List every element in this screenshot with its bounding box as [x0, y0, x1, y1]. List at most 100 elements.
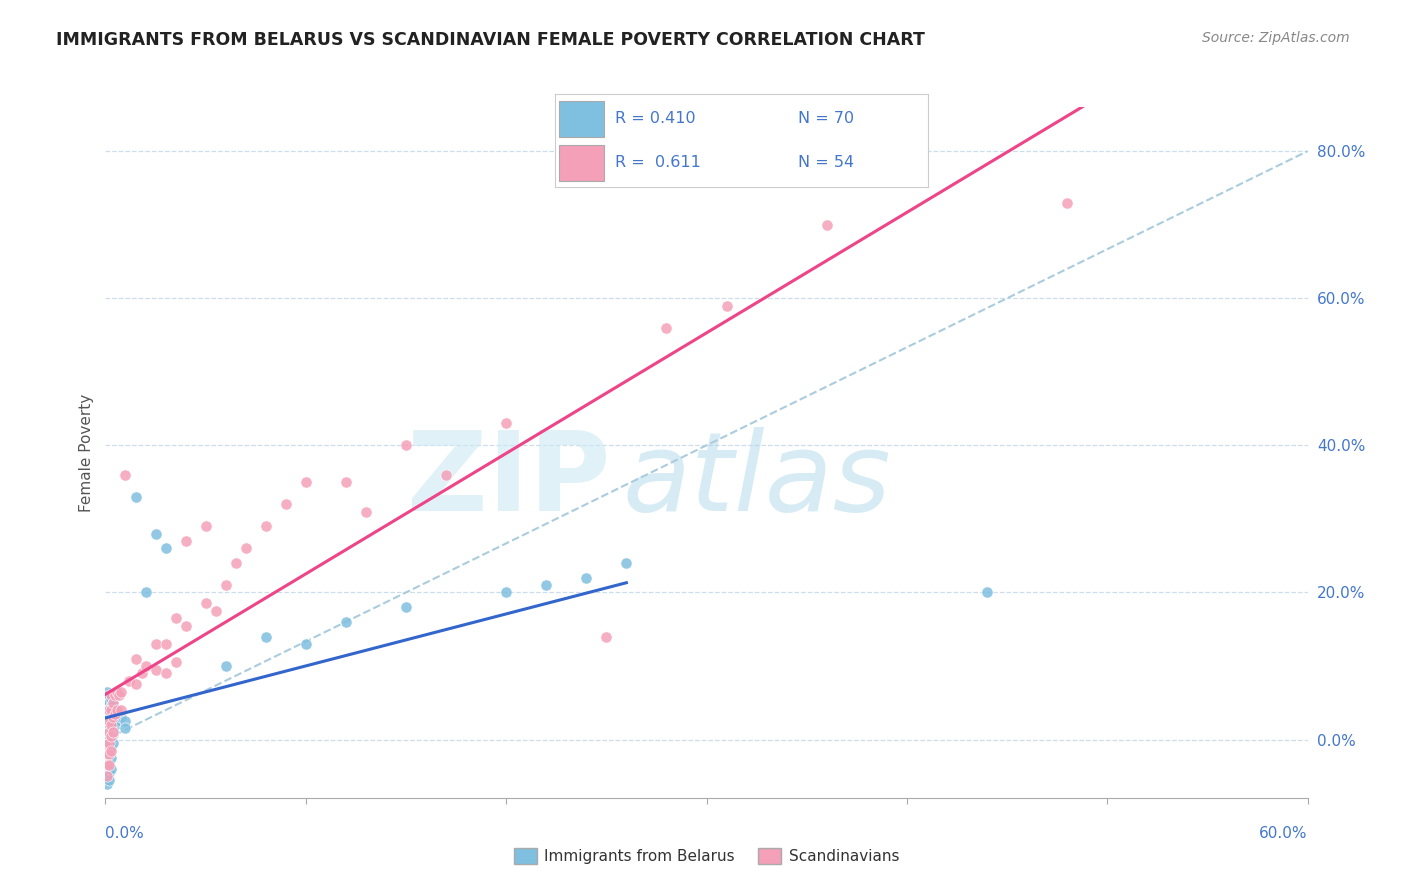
Point — [395, 438, 418, 452]
Point — [108, 689, 131, 703]
Point — [595, 630, 617, 644]
Point — [103, 726, 125, 740]
Point — [118, 673, 141, 688]
Point — [96, 758, 118, 772]
Point — [98, 701, 121, 715]
Point — [98, 712, 121, 726]
Point — [96, 739, 118, 754]
Point — [96, 769, 118, 783]
Text: ZIP: ZIP — [406, 427, 610, 533]
Point — [165, 655, 187, 669]
Point — [96, 719, 118, 733]
Point — [98, 714, 121, 728]
Point — [98, 751, 121, 765]
Point — [98, 758, 121, 772]
Point — [96, 709, 118, 723]
Text: 60.0%: 60.0% — [1260, 827, 1308, 841]
Point — [98, 758, 121, 772]
Point — [135, 585, 157, 599]
Point — [254, 519, 277, 533]
Point — [104, 703, 127, 717]
Point — [98, 725, 121, 739]
Point — [107, 684, 129, 698]
Point — [225, 556, 247, 570]
Text: Source: ZipAtlas.com: Source: ZipAtlas.com — [1202, 31, 1350, 45]
Point — [98, 736, 121, 750]
Point — [98, 716, 121, 731]
Text: R =  0.611: R = 0.611 — [614, 155, 700, 170]
Point — [174, 533, 197, 548]
Point — [145, 526, 167, 541]
Point — [815, 218, 838, 232]
Point — [103, 719, 125, 733]
Point — [103, 710, 125, 724]
Point — [110, 710, 132, 724]
Point — [100, 751, 122, 765]
Point — [124, 651, 146, 665]
Point — [100, 703, 122, 717]
Point — [103, 736, 125, 750]
Point — [395, 600, 418, 615]
Point — [96, 747, 118, 762]
Point — [716, 299, 738, 313]
Point — [434, 467, 457, 482]
Point — [98, 721, 121, 735]
Point — [204, 604, 226, 618]
Point — [100, 739, 122, 754]
Point — [96, 777, 118, 791]
Point — [155, 666, 177, 681]
Point — [335, 475, 357, 489]
Point — [100, 743, 122, 757]
Point — [274, 497, 297, 511]
Point — [98, 689, 121, 703]
Point — [98, 725, 121, 739]
Point — [174, 618, 197, 632]
Point — [110, 684, 132, 698]
Point — [155, 541, 177, 556]
Point — [104, 706, 127, 721]
Point — [655, 320, 678, 334]
Point — [194, 597, 217, 611]
Point — [575, 571, 598, 585]
Point — [96, 728, 118, 742]
Point — [145, 637, 167, 651]
Point — [534, 578, 557, 592]
Point — [100, 722, 122, 736]
Point — [96, 747, 118, 762]
Point — [124, 677, 146, 691]
Y-axis label: Female Poverty: Female Poverty — [79, 393, 94, 512]
Point — [98, 706, 121, 721]
Point — [495, 417, 517, 431]
Text: N = 70: N = 70 — [797, 112, 853, 127]
Point — [295, 637, 318, 651]
Point — [103, 697, 125, 711]
Point — [155, 637, 177, 651]
Point — [100, 699, 122, 714]
Text: N = 54: N = 54 — [797, 155, 853, 170]
Text: IMMIGRANTS FROM BELARUS VS SCANDINAVIAN FEMALE POVERTY CORRELATION CHART: IMMIGRANTS FROM BELARUS VS SCANDINAVIAN … — [56, 31, 925, 49]
Point — [100, 714, 122, 728]
Point — [104, 710, 127, 724]
FancyBboxPatch shape — [560, 101, 603, 136]
Point — [96, 732, 118, 747]
Point — [96, 762, 118, 776]
Point — [100, 718, 122, 732]
Point — [96, 755, 118, 769]
Text: R = 0.410: R = 0.410 — [614, 112, 696, 127]
Point — [96, 684, 118, 698]
Point — [100, 762, 122, 776]
Point — [135, 659, 157, 673]
Point — [107, 714, 129, 728]
Point — [235, 541, 257, 556]
Legend: Immigrants from Belarus, Scandinavians: Immigrants from Belarus, Scandinavians — [508, 842, 905, 871]
Point — [96, 723, 118, 738]
Point — [295, 475, 318, 489]
Point — [98, 730, 121, 744]
Point — [214, 578, 236, 592]
Point — [114, 722, 136, 736]
Point — [110, 703, 132, 717]
Point — [616, 556, 638, 570]
Point — [145, 663, 167, 677]
Point — [96, 697, 118, 711]
Point — [98, 772, 121, 787]
